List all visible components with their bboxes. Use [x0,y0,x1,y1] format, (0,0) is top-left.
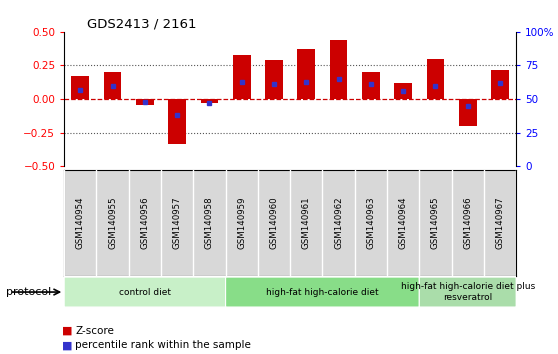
Bar [200,99,218,103]
Bar [297,49,315,99]
Text: GSM140961: GSM140961 [302,197,311,249]
Text: ■: ■ [62,326,72,336]
Bar [169,99,186,143]
Bar [104,72,122,99]
Text: GSM140963: GSM140963 [367,197,376,249]
Text: GSM140966: GSM140966 [463,197,472,249]
FancyBboxPatch shape [225,277,419,307]
Text: GSM140956: GSM140956 [141,197,150,249]
Text: GSM140955: GSM140955 [108,197,117,249]
Bar [71,76,89,99]
Bar [233,55,251,99]
Text: GSM140964: GSM140964 [398,197,408,249]
Text: control diet: control diet [119,287,171,297]
Text: GSM140954: GSM140954 [76,197,85,249]
FancyBboxPatch shape [64,277,225,307]
Text: GSM140957: GSM140957 [172,197,182,249]
FancyBboxPatch shape [419,277,516,307]
Text: GSM140960: GSM140960 [270,197,278,249]
Text: high-fat high-calorie diet: high-fat high-calorie diet [266,287,379,297]
Bar [426,59,444,99]
Bar [491,69,509,99]
Bar [362,72,380,99]
Text: ■: ■ [62,340,72,350]
Bar [395,83,412,99]
Text: Z-score: Z-score [75,326,114,336]
Text: GSM140958: GSM140958 [205,197,214,249]
Text: GSM140959: GSM140959 [237,197,246,249]
Bar [136,99,154,104]
Text: GSM140967: GSM140967 [496,197,504,249]
Text: GSM140962: GSM140962 [334,197,343,249]
Text: high-fat high-calorie diet plus
resveratrol: high-fat high-calorie diet plus resverat… [401,282,535,302]
Text: GSM140965: GSM140965 [431,197,440,249]
Text: GDS2413 / 2161: GDS2413 / 2161 [87,18,196,31]
Text: percentile rank within the sample: percentile rank within the sample [75,340,251,350]
Bar [330,40,348,99]
Bar [459,99,477,126]
Bar [265,60,283,99]
Text: protocol: protocol [6,287,51,297]
